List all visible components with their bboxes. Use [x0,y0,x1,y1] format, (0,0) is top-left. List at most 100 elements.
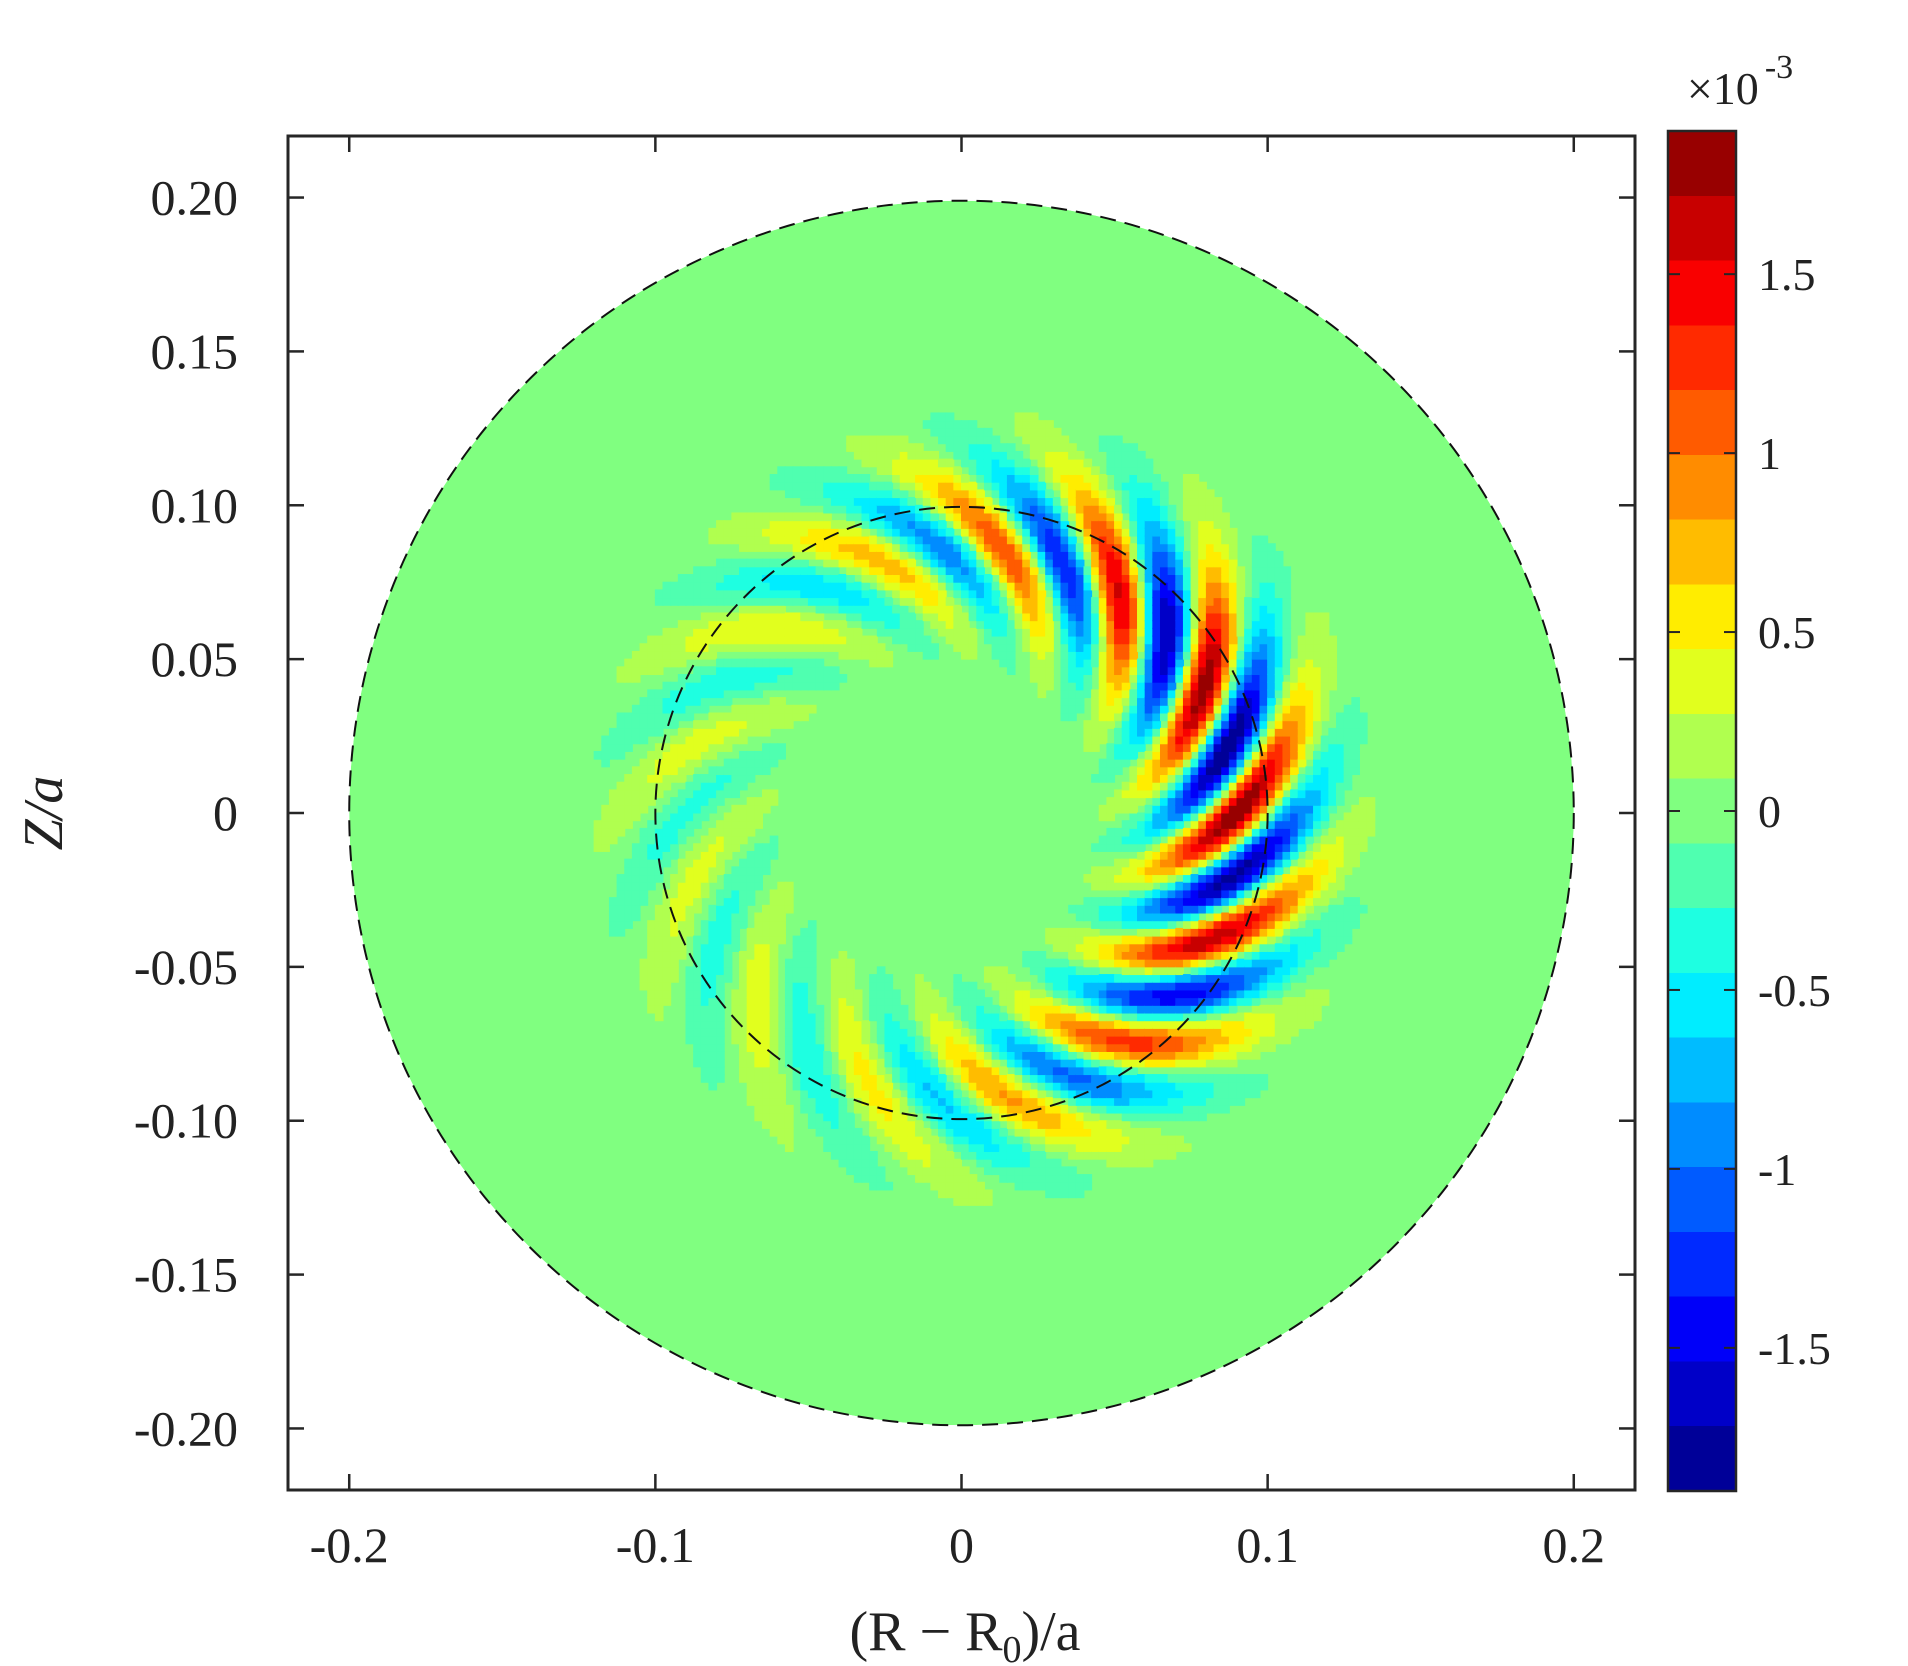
heatmap-cell [1236,1012,1246,1022]
heatmap-cell [999,650,1008,660]
heatmap-cell [754,1004,764,1014]
heatmap-cell [1137,1158,1146,1168]
heatmap-cell [961,997,970,1006]
heatmap-cell [1137,666,1146,676]
heatmap-cell [1114,681,1123,691]
heatmap-cell [769,835,779,845]
heatmap-cell [968,1189,978,1199]
heatmap-cell [953,1104,962,1114]
heatmap-cell [1060,458,1070,468]
heatmap-cell [1190,774,1200,783]
heatmap-cell [1068,981,1077,991]
heatmap-cell [1182,727,1192,737]
heatmap-cell [1091,466,1100,475]
heatmap-cell [1144,666,1154,676]
heatmap-cell [876,620,886,629]
heatmap-cell [1114,1081,1123,1091]
heatmap-cell [1236,758,1246,768]
heatmap-cell [1114,474,1123,483]
heatmap-cell [915,1074,924,1083]
heatmap-cell [961,1058,970,1068]
heatmap-cell [876,1181,886,1191]
heatmap-cell [762,1020,771,1029]
heatmap-cell [1114,958,1123,968]
heatmap-cell [1114,520,1123,529]
heatmap-cell [1236,574,1246,583]
heatmap-cell [624,889,633,899]
heatmap-cell [953,989,962,999]
heatmap-cell [1037,1035,1047,1045]
heatmap-cell [777,920,786,929]
heatmap-cell [1175,535,1184,545]
heatmap-cell [1052,927,1062,937]
heatmap-cell [1129,666,1139,676]
heatmap-cell [769,666,779,676]
heatmap-cell [739,712,748,722]
heatmap-cell [1228,550,1238,560]
heatmap-cell [716,720,725,729]
heatmap-cell [1175,1089,1184,1099]
heatmap-cell [1121,1158,1131,1168]
heatmap-cell [1045,458,1054,468]
heatmap-cell [899,512,909,522]
heatmap-cell [1106,1035,1116,1045]
heatmap-cell [853,1174,863,1183]
heatmap-cell [1259,981,1269,991]
heatmap-cell [1244,835,1253,845]
heatmap-cell [892,1043,901,1052]
heatmap-cell [876,504,886,514]
heatmap-cell [1205,1074,1215,1083]
heatmap-cell [1098,574,1108,583]
heatmap-cell [1091,704,1100,714]
heatmap-cell [983,1127,993,1137]
heatmap-cell [1022,997,1031,1006]
heatmap-cell [624,720,633,729]
heatmap-cell [1121,835,1131,845]
heatmap-cell [815,527,825,537]
heatmap-cell [830,589,840,599]
heatmap-cell [1091,712,1100,722]
heatmap-cell [1205,550,1215,560]
heatmap-cell [1251,1043,1261,1052]
heatmap-cell [731,935,741,945]
heatmap-cell [700,697,710,706]
heatmap-cell [1175,781,1184,791]
heatmap-cell [1106,750,1116,760]
heatmap-cell [1091,489,1100,499]
heatmap-cell [639,712,649,722]
heatmap-cell [968,650,978,660]
heatmap-cell [1267,1035,1276,1045]
heatmap-cell [708,920,718,929]
heatmap-cell [991,566,1001,576]
heatmap-cell [976,1081,985,1091]
heatmap-cell [670,950,679,960]
heatmap-cell [976,435,985,445]
heatmap-cell [792,1050,802,1060]
heatmap-cell [922,589,932,599]
heatmap-cell [1029,1135,1039,1145]
heatmap-cell [1114,920,1123,929]
heatmap-cell [869,574,878,583]
heatmap-cell [999,1066,1008,1076]
heatmap-cell [1022,543,1031,552]
heatmap-cell [1106,604,1116,614]
heatmap-cell [869,443,878,452]
heatmap-cell [1137,920,1146,929]
heatmap-cell [1029,627,1039,637]
heatmap-cell [723,558,733,568]
heatmap-cell [1175,758,1184,768]
heatmap-cell [1106,766,1116,776]
heatmap-cell [1251,666,1261,676]
heatmap-cell [769,950,779,960]
heatmap-cell [1075,689,1085,699]
heatmap-cell [1213,604,1223,614]
heatmap-cell [1190,520,1200,529]
heatmap-cell [1190,920,1200,929]
heatmap-cell [631,812,641,822]
heatmap-cell [716,974,725,983]
heatmap-cell [1060,1112,1070,1122]
heatmap-cell [1152,843,1161,852]
heatmap-cell [1159,1004,1169,1014]
heatmap-cell [754,850,764,860]
heatmap-cell [1045,981,1054,991]
